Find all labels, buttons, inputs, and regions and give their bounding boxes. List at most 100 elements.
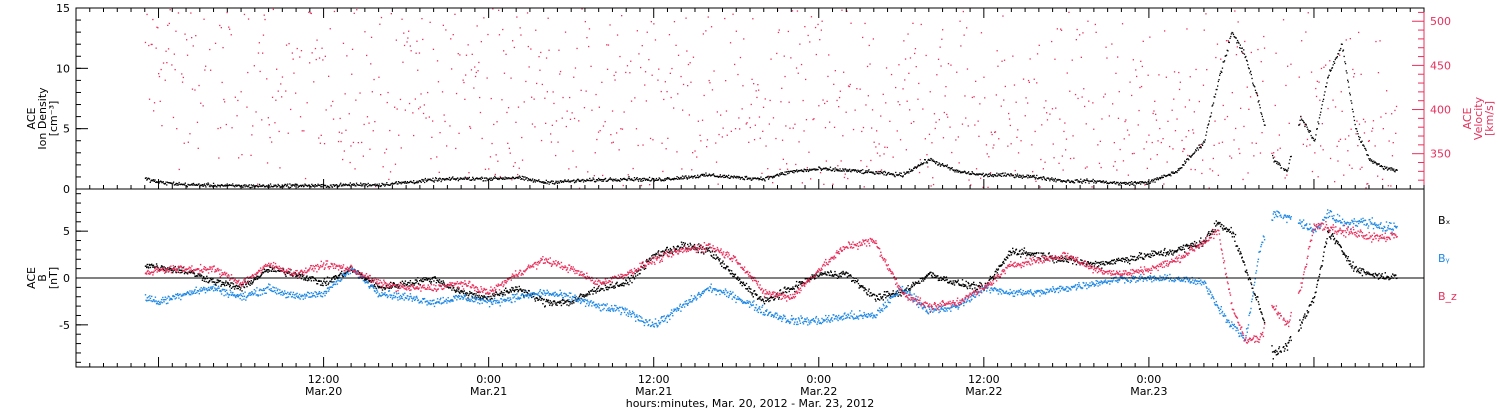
point-bx xyxy=(748,286,750,288)
point-bx xyxy=(544,305,546,307)
point-velocity xyxy=(1160,141,1162,144)
point-bx xyxy=(758,296,761,298)
point-bx xyxy=(579,294,581,296)
point-density xyxy=(745,176,747,178)
point-density xyxy=(703,173,706,176)
point-density xyxy=(838,170,840,172)
point-density xyxy=(974,174,977,176)
point-velocity xyxy=(172,116,175,119)
point-density xyxy=(969,173,971,176)
point-density xyxy=(1168,174,1171,176)
point-bx xyxy=(1306,315,1308,317)
point-density xyxy=(1038,177,1040,179)
point-density xyxy=(682,178,684,180)
point-density xyxy=(527,179,529,182)
point-bx xyxy=(422,278,424,280)
point-velocity xyxy=(761,172,763,174)
point-velocity xyxy=(387,91,389,94)
point-bx xyxy=(878,293,880,295)
point-bx xyxy=(1019,249,1021,252)
point-bx xyxy=(1284,348,1286,350)
point-bx xyxy=(501,291,503,294)
point-density xyxy=(678,177,680,180)
point-bx xyxy=(696,249,698,251)
point-velocity xyxy=(156,26,158,28)
point-density xyxy=(333,184,335,186)
point-bx xyxy=(1069,257,1071,260)
point-velocity xyxy=(421,18,423,20)
point-density xyxy=(344,183,347,185)
point-bx xyxy=(1072,263,1074,265)
point-density xyxy=(1231,31,1233,34)
point-density xyxy=(1199,146,1202,148)
point-bx xyxy=(971,288,974,290)
point-density xyxy=(950,167,952,169)
point-by xyxy=(181,295,184,297)
point-density xyxy=(1070,180,1072,183)
point-bx xyxy=(841,273,844,275)
point-density xyxy=(1186,158,1188,161)
point-velocity xyxy=(158,75,161,78)
point-density xyxy=(710,175,712,177)
point-velocity xyxy=(868,44,870,47)
point-density xyxy=(382,183,384,185)
point-bx xyxy=(180,269,183,271)
point-density xyxy=(1232,32,1234,34)
point-density xyxy=(1035,177,1037,179)
point-bx xyxy=(1211,230,1213,232)
point-velocity xyxy=(938,119,940,121)
point-velocity xyxy=(483,17,485,19)
point-velocity xyxy=(523,101,525,103)
point-density xyxy=(219,186,221,188)
point-velocity xyxy=(380,16,383,19)
point-density xyxy=(230,184,232,186)
point-bx xyxy=(1075,263,1078,266)
point-bx xyxy=(476,294,478,297)
point-bx xyxy=(1373,275,1375,278)
point-density xyxy=(353,183,355,185)
point-density xyxy=(1309,130,1312,132)
point-bx xyxy=(547,301,549,303)
point-bx xyxy=(1065,258,1067,261)
point-velocity xyxy=(1074,93,1077,96)
point-density xyxy=(622,178,625,180)
point-velocity xyxy=(932,183,935,186)
point-density xyxy=(1180,167,1182,169)
point-bx xyxy=(300,277,303,280)
point-bx xyxy=(972,283,974,285)
point-velocity xyxy=(534,126,536,128)
point-velocity xyxy=(1358,123,1361,125)
point-velocity xyxy=(880,115,882,117)
point-bx xyxy=(495,291,498,293)
point-density xyxy=(272,186,274,188)
point-velocity xyxy=(886,146,888,149)
point-bx xyxy=(969,287,971,289)
point-velocity xyxy=(489,156,492,158)
point-density xyxy=(170,182,172,184)
point-velocity xyxy=(616,34,619,36)
point-velocity xyxy=(848,85,851,88)
point-bx xyxy=(1366,273,1368,275)
point-bx xyxy=(554,302,556,304)
point-bx xyxy=(935,275,937,277)
point-density xyxy=(758,179,760,181)
point-bx xyxy=(1371,273,1373,276)
point-bx xyxy=(952,280,954,282)
point-velocity xyxy=(565,125,567,128)
point-velocity xyxy=(765,145,767,147)
point-bx xyxy=(1239,251,1242,253)
point-density xyxy=(1008,174,1010,176)
point-density xyxy=(242,186,244,188)
point-bx xyxy=(926,275,928,277)
point-bx xyxy=(182,267,184,269)
point-bx xyxy=(1059,257,1061,259)
point-velocity xyxy=(652,139,654,141)
point-bx xyxy=(810,278,812,281)
point-velocity xyxy=(968,179,970,181)
point-density xyxy=(989,173,991,175)
point-velocity xyxy=(1082,32,1084,34)
point-density xyxy=(322,183,324,186)
point-density xyxy=(1068,180,1070,182)
point-bx xyxy=(1033,252,1035,254)
point-bx xyxy=(1384,272,1386,274)
